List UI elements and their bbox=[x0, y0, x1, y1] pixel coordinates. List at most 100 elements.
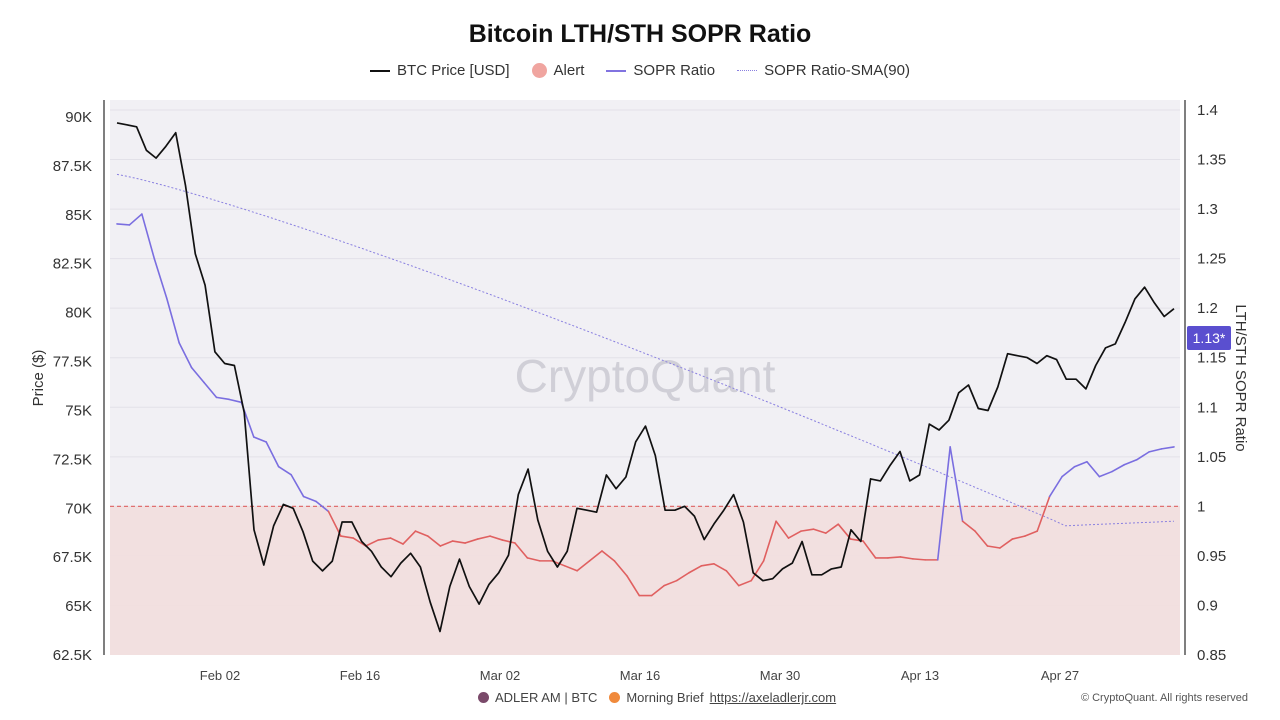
y-right-tick-label: 1.25 bbox=[1197, 251, 1226, 268]
sopr-segment bbox=[277, 465, 292, 476]
sopr-segment bbox=[650, 584, 665, 597]
sopr-segment bbox=[563, 565, 578, 572]
sopr-segment bbox=[800, 528, 815, 532]
sopr-segment bbox=[713, 563, 728, 572]
chart-title: Bitcoin LTH/STH SOPR Ratio bbox=[468, 20, 812, 48]
sopr-segment bbox=[302, 495, 317, 503]
sopr-segment bbox=[402, 530, 417, 545]
sopr-segment bbox=[1048, 475, 1063, 498]
legend-btc-price[interactable]: BTC Price [USD] bbox=[370, 62, 510, 79]
sopr-segment bbox=[737, 579, 753, 587]
x-tick-label: Mar 16 bbox=[620, 668, 660, 683]
copyright: © CryptoQuant. All rights reserved bbox=[1080, 692, 1248, 704]
y-left-tick-label: 82.5K bbox=[53, 256, 92, 273]
sopr-segment bbox=[1036, 495, 1051, 532]
y-right-tick-label: 1 bbox=[1197, 498, 1205, 515]
sopr-segment bbox=[576, 560, 591, 572]
sopr-segment bbox=[153, 257, 168, 300]
sopr-segment bbox=[340, 535, 355, 539]
x-tick-label: Mar 30 bbox=[760, 668, 800, 683]
legend-label: SOPR Ratio-SMA(90) bbox=[764, 62, 910, 79]
sopr-segment bbox=[862, 540, 877, 559]
sopr-segment bbox=[414, 530, 429, 537]
y-left-tick-label: 65K bbox=[65, 598, 92, 615]
legend-label: Alert bbox=[553, 62, 585, 79]
y-left-tick-label: 85K bbox=[65, 207, 92, 224]
legend-sopr-ratio[interactable]: SOPR Ratio bbox=[606, 62, 715, 79]
sopr-segment bbox=[613, 560, 628, 577]
sopr-segment bbox=[252, 436, 268, 443]
sopr-segment bbox=[352, 537, 367, 547]
legend-label: BTC Price [USD] bbox=[397, 62, 510, 79]
y-right-tick-label: 1.4 bbox=[1197, 102, 1218, 119]
sopr-segment bbox=[787, 530, 802, 539]
sopr-segment bbox=[1098, 470, 1113, 478]
sopr-segment bbox=[141, 213, 156, 260]
y-right-tick-label: 0.9 bbox=[1197, 597, 1218, 614]
sopr-segment bbox=[986, 545, 1001, 549]
y-right-tick-label: 1.3 bbox=[1197, 201, 1218, 218]
sopr-segment bbox=[999, 538, 1014, 549]
y-axis-left-label: Price ($) bbox=[30, 350, 47, 407]
y-right-tick-label: 0.95 bbox=[1197, 548, 1226, 565]
sopr-segment bbox=[1111, 463, 1126, 473]
sopr-segment bbox=[1086, 460, 1101, 478]
sopr-segment bbox=[476, 535, 491, 540]
legend-line-purple-icon bbox=[606, 69, 627, 72]
y-left-tick-label: 77.5K bbox=[53, 354, 92, 371]
sopr-segment bbox=[961, 520, 976, 532]
y-axis-right-label: LTH/STH SOPR Ratio bbox=[1232, 304, 1249, 451]
sopr-segment bbox=[427, 535, 442, 547]
sopr-segment bbox=[464, 538, 479, 544]
y-right-tick-label: 1.2 bbox=[1197, 300, 1218, 317]
x-tick-label: Mar 02 bbox=[480, 668, 520, 683]
sopr-segment bbox=[203, 381, 218, 399]
sopr-segment bbox=[1135, 451, 1150, 461]
sopr-segment bbox=[626, 574, 641, 597]
sopr-segment bbox=[700, 563, 715, 567]
current-value-badge: 1.13* bbox=[1187, 326, 1231, 350]
sopr-segment bbox=[936, 446, 951, 561]
sopr-segment bbox=[775, 520, 790, 539]
chart-legend: BTC Price [USD] Alert SOPR Ratio SOPR Ra… bbox=[0, 62, 1280, 79]
sopr-segment bbox=[601, 550, 616, 562]
y-right-tick-label: 1.1 bbox=[1197, 399, 1218, 416]
sopr-segment bbox=[750, 560, 765, 582]
sopr-segment bbox=[1160, 446, 1175, 450]
sopr-segment bbox=[364, 539, 379, 547]
sopr-segment bbox=[688, 565, 703, 574]
y-left-tick-label: 80K bbox=[65, 305, 92, 322]
legend-alert[interactable]: Alert bbox=[531, 62, 585, 79]
sopr-segment bbox=[974, 530, 989, 547]
sopr-segment bbox=[439, 540, 454, 547]
sopr-segment bbox=[1023, 530, 1039, 537]
y-right-tick-label: 0.85 bbox=[1197, 647, 1226, 664]
x-tick-label: Apr 27 bbox=[1041, 668, 1079, 683]
sopr-segment bbox=[116, 223, 131, 226]
sopr-segment bbox=[228, 398, 243, 404]
y-left-tick-label: 90K bbox=[65, 109, 92, 126]
legend-label: SOPR Ratio bbox=[633, 62, 716, 79]
sopr-segment bbox=[1073, 460, 1088, 468]
y-left-tick-label: 87.5K bbox=[53, 158, 92, 175]
footer-author: ADLER AM | BTC bbox=[495, 690, 598, 705]
sopr-segment bbox=[178, 342, 193, 369]
sopr-segment bbox=[812, 528, 827, 534]
sopr-segment bbox=[912, 558, 927, 561]
y-left-tick-label: 62.5K bbox=[53, 647, 92, 664]
sopr-segment bbox=[215, 396, 230, 401]
legend-sopr-sma[interactable]: SOPR Ratio-SMA(90) bbox=[737, 62, 910, 79]
y-left-tick-label: 72.5K bbox=[53, 451, 92, 468]
sopr-segment bbox=[290, 473, 305, 498]
sopr-segment bbox=[588, 550, 603, 562]
y-right-tick-label: 1.35 bbox=[1197, 152, 1226, 169]
y-right-tick-label: 1.15 bbox=[1197, 350, 1226, 367]
sopr-segment bbox=[526, 557, 541, 562]
sopr-segment bbox=[949, 446, 964, 523]
footer-link[interactable]: https://axeladlerjr.com bbox=[709, 690, 837, 705]
sopr-segment bbox=[825, 523, 840, 534]
alert-zone-band bbox=[110, 506, 1180, 655]
sopr-segment bbox=[489, 535, 504, 541]
sopr-segment bbox=[887, 556, 902, 559]
